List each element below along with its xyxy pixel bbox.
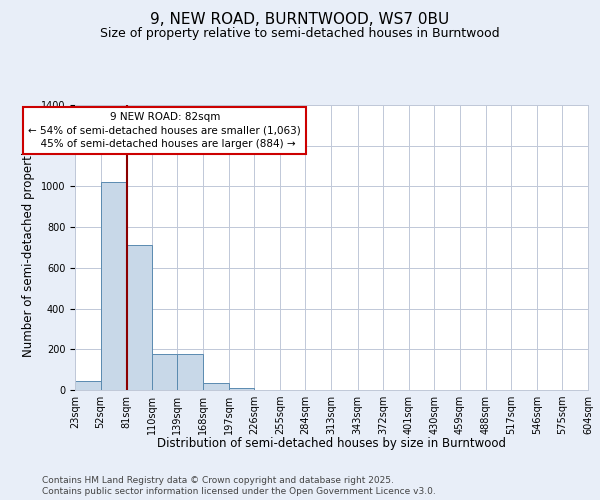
Text: Size of property relative to semi-detached houses in Burntwood: Size of property relative to semi-detach… (100, 28, 500, 40)
Bar (203, 383, 229, 390)
Text: Contains HM Land Registry data © Crown copyright and database right 2025.: Contains HM Land Registry data © Crown c… (42, 476, 394, 485)
Bar (126, 246, 152, 390)
X-axis label: Distribution of semi-detached houses by size in Burntwood: Distribution of semi-detached houses by … (157, 437, 506, 450)
Bar (229, 388, 254, 390)
Text: 9 NEW ROAD: 82sqm
← 54% of semi-detached houses are smaller (1,063)
  45% of sem: 9 NEW ROAD: 82sqm ← 54% of semi-detached… (28, 112, 301, 148)
Bar (178, 354, 203, 390)
Y-axis label: Number of semi-detached properties: Number of semi-detached properties (22, 138, 35, 357)
Text: Contains public sector information licensed under the Open Government Licence v3: Contains public sector information licen… (42, 488, 436, 496)
Bar (101, 182, 126, 390)
Text: 9, NEW ROAD, BURNTWOOD, WS7 0BU: 9, NEW ROAD, BURNTWOOD, WS7 0BU (151, 12, 449, 28)
Bar (75, 381, 101, 390)
Bar (152, 354, 178, 390)
